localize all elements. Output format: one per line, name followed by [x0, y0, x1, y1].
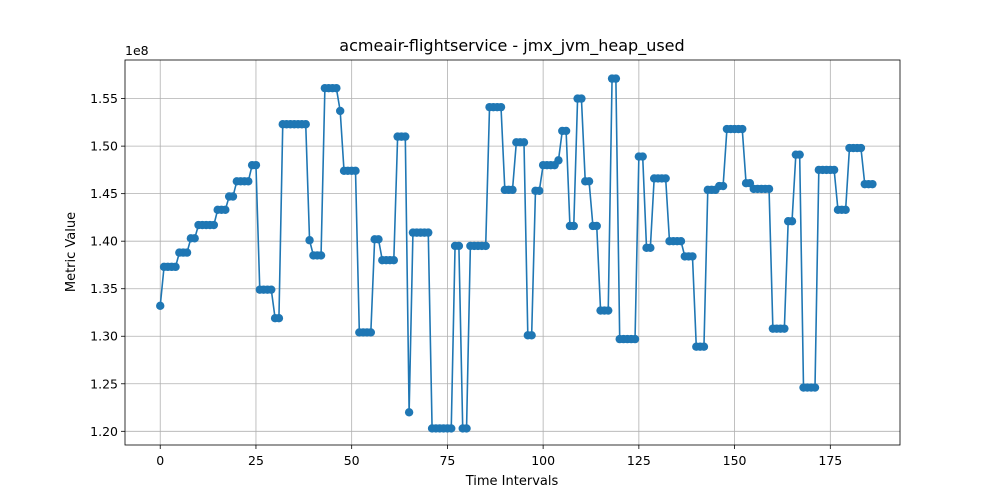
data-point [764, 184, 774, 194]
data-point [171, 262, 180, 272]
data-point [190, 234, 199, 243]
data-point [638, 152, 647, 161]
data-point [447, 424, 456, 433]
data-point [389, 256, 398, 265]
data-point [508, 185, 517, 195]
x-axis-label: Time Intervals [465, 474, 559, 489]
x-tick-label: 150 [723, 453, 747, 468]
y-offset-label: 1e8 [125, 43, 149, 58]
data-point [787, 217, 797, 226]
chart-title: acmeair-flightservice - jmx_jvm_heap_use… [339, 36, 684, 56]
data-point [274, 313, 284, 323]
data-point [209, 220, 219, 230]
data-point [718, 181, 728, 191]
data-point [810, 383, 820, 392]
data-point [630, 334, 640, 344]
data-point [301, 120, 310, 129]
data-point [404, 408, 414, 417]
data-point [267, 285, 276, 294]
x-axis: 0 25 50 75 100 125 150 175 [156, 445, 842, 468]
x-tick-label: 25 [248, 453, 264, 468]
plot-frame [124, 59, 901, 446]
data-point [462, 424, 471, 433]
data-point [829, 165, 839, 175]
data-point [569, 221, 578, 231]
data-point [561, 126, 571, 136]
data-point [856, 143, 866, 153]
y-tick-label: 1.40 [90, 234, 118, 249]
x-tick-label: 0 [156, 453, 164, 468]
data-point [738, 124, 747, 134]
y-axis-label: Metric Value [64, 212, 79, 292]
data-point [535, 186, 544, 196]
data-point [424, 228, 433, 237]
y-tick-label: 1.30 [90, 329, 118, 344]
data-point [374, 235, 383, 244]
data-point [366, 328, 376, 337]
y-tick-label: 1.55 [90, 91, 118, 106]
data-point [611, 74, 621, 83]
data-point [688, 252, 697, 261]
data-point [316, 251, 326, 260]
data-point [795, 150, 804, 159]
data-point [699, 342, 709, 351]
grid [125, 60, 900, 445]
data-point [251, 160, 261, 170]
data-point [332, 83, 341, 93]
data-point [351, 166, 360, 176]
x-tick-label: 125 [627, 453, 651, 468]
y-tick-label: 1.20 [90, 424, 118, 439]
data-point [454, 241, 464, 251]
data-point [676, 236, 686, 246]
x-tick-label: 100 [531, 453, 555, 468]
data-point [841, 205, 850, 215]
data-point [496, 102, 506, 112]
data-point [646, 243, 655, 253]
data-point [577, 94, 586, 103]
data-point [481, 241, 490, 251]
data-point [305, 236, 314, 245]
data-point [554, 156, 563, 165]
data-point [604, 306, 613, 315]
data-point [221, 205, 230, 215]
x-tick-label: 75 [439, 453, 455, 468]
series-points [156, 74, 877, 433]
data-point [780, 324, 789, 333]
data-point [592, 221, 601, 231]
data-point [527, 331, 536, 340]
data-point [401, 132, 410, 141]
data-point [156, 301, 165, 311]
data-point [335, 106, 345, 116]
series-line [159, 77, 873, 430]
data-point [519, 138, 529, 147]
data-point [244, 177, 253, 186]
x-tick-label: 50 [344, 453, 360, 468]
data-point [584, 177, 594, 186]
data-point [182, 248, 192, 257]
x-tick-label: 175 [818, 453, 842, 468]
data-point [661, 174, 670, 183]
y-tick-label: 1.35 [90, 281, 118, 296]
y-tick-label: 1.50 [90, 139, 118, 154]
data-point [868, 179, 877, 189]
data-point [228, 192, 238, 201]
y-tick-label: 1.45 [90, 186, 118, 201]
y-tick-label: 1.25 [90, 376, 118, 391]
y-axis: 1.20 1.25 1.30 1.35 1.40 1.45 1.50 1.55 [90, 91, 125, 439]
